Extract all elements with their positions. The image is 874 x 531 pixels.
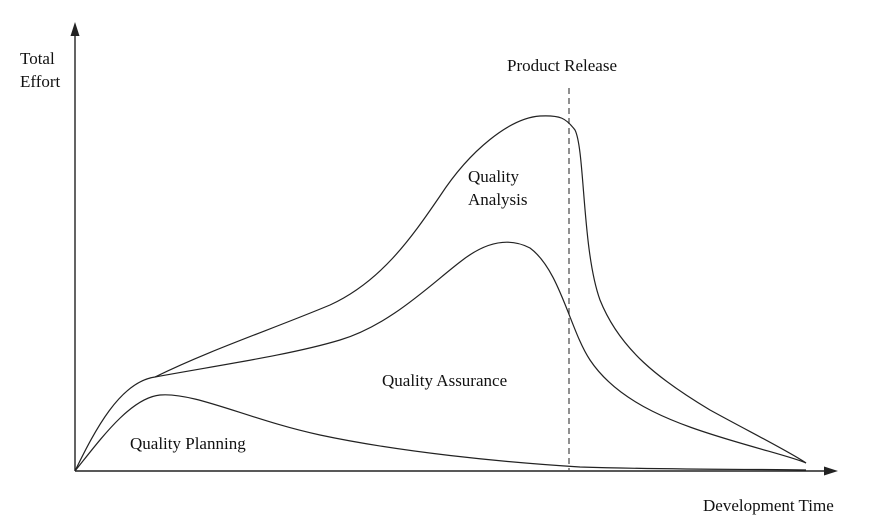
- product-release-label: Product Release: [507, 56, 617, 75]
- axes: [74, 34, 826, 472]
- y-axis-arrowhead: [70, 22, 80, 36]
- x-axis-label: Development Time: [703, 496, 834, 515]
- quality-assurance-curve: [74, 241, 807, 472]
- x-axis-arrowhead: [824, 466, 838, 476]
- quality-planning-label: Quality Planning: [130, 434, 246, 453]
- quality-analysis-label-line1: Quality: [468, 167, 519, 186]
- quality-analysis-curve: [154, 115, 807, 464]
- quality-analysis-label-line2: Analysis: [468, 190, 528, 209]
- quality-planning-curve: [74, 394, 807, 472]
- effort-curves: [74, 115, 807, 472]
- quality-assurance-label: Quality Assurance: [382, 371, 507, 390]
- y-axis-label-line2: Effort: [20, 72, 61, 91]
- y-axis-label-line1: Total: [20, 49, 55, 68]
